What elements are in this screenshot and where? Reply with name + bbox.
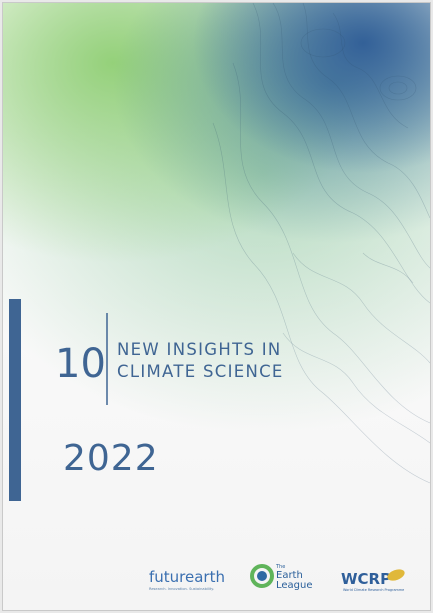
logo-text: The — [275, 564, 285, 570]
earth-league-ring — [250, 564, 274, 588]
title-line: NEW INSIGHTS IN — [117, 340, 282, 359]
cover-year: 2022 — [63, 438, 159, 479]
wcrp-swoosh — [387, 569, 405, 581]
side-bar — [9, 299, 21, 501]
logo-tagline: World Climate Research Programme — [343, 588, 404, 592]
cover-number: 10 — [55, 341, 106, 387]
logo-futurearth: futurearth — [149, 568, 225, 586]
logo-wcrp: WCRP — [341, 570, 391, 588]
logo-text: League — [276, 580, 313, 591]
title-line: CLIMATE SCIENCE — [117, 362, 284, 381]
earth-league-globe — [257, 571, 267, 581]
contour-lines — [212, 3, 430, 484]
logo-tagline: Research. Innovation. Sustainability. — [149, 587, 214, 591]
logo-text: Earth — [276, 570, 303, 581]
cover-art: 10 NEW INSIGHTS IN CLIMATE SCIENCE 2022 … — [9, 3, 430, 592]
